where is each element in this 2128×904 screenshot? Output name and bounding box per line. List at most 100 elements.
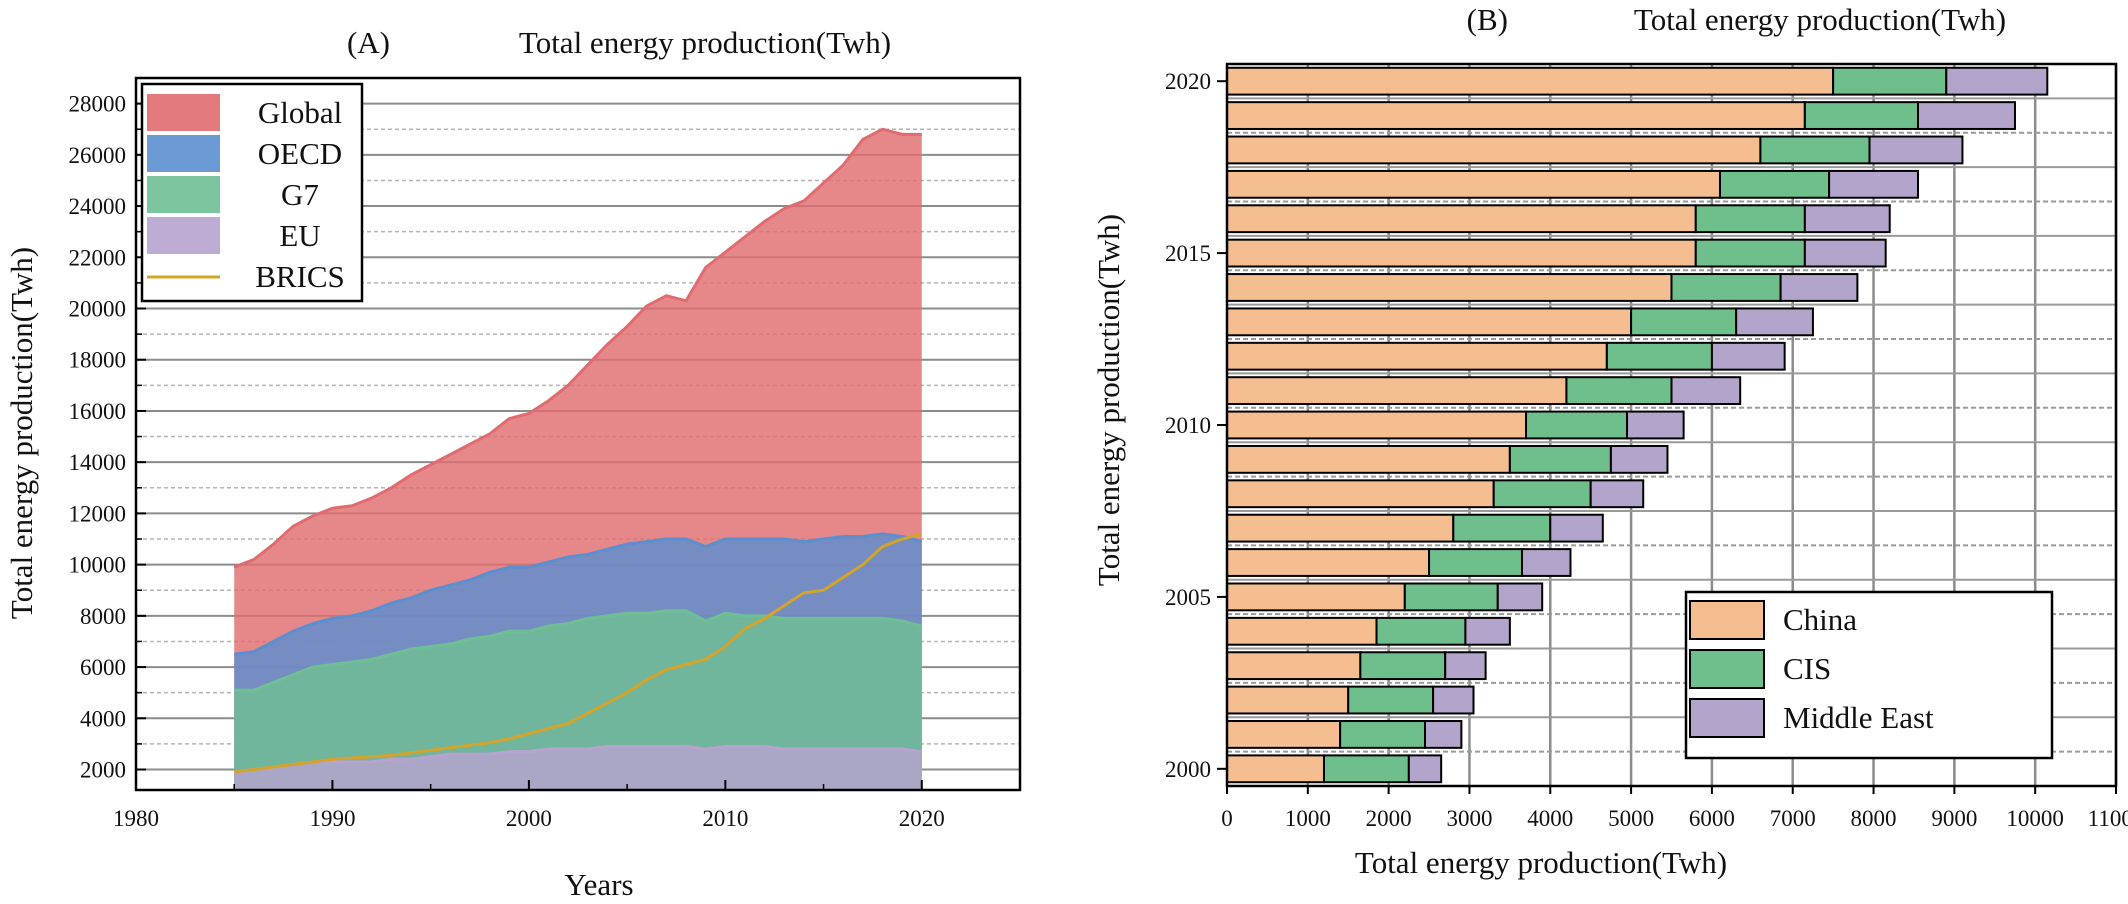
bar-china — [1226, 169, 1721, 199]
bar-middle-east — [1868, 135, 1964, 165]
bar-cis — [1347, 685, 1435, 715]
legend-label-brics: BRICS — [255, 259, 345, 294]
y-tick-label: 24000 — [69, 194, 127, 219]
y-tick-label: 18000 — [69, 348, 127, 373]
x-tick-label: 2010 — [702, 806, 748, 831]
panel-b-plot — [1226, 66, 2049, 784]
bar-middle-east — [1520, 548, 1572, 577]
bar-china — [1226, 548, 1431, 577]
panel-a-y-axis-label: Total energy production(Twh) — [4, 247, 39, 619]
bar-china — [1226, 135, 1762, 165]
bar-middle-east — [1424, 720, 1463, 749]
bar-middle-east — [1803, 204, 1891, 234]
bar-middle-east — [1626, 410, 1685, 440]
legend-label-global: Global — [258, 95, 342, 130]
y-tick-label: 16000 — [69, 399, 127, 424]
bar-middle-east — [1670, 376, 1742, 406]
panel-a-title: Total energy production(Twh) — [519, 25, 891, 60]
bar-china — [1226, 307, 1633, 337]
bar-cis — [1428, 548, 1523, 577]
legend-label-oecd: OECD — [258, 136, 342, 171]
bar-china — [1226, 479, 1495, 509]
bar-cis — [1525, 410, 1629, 440]
bar-middle-east — [1779, 273, 1859, 302]
bar-china — [1226, 204, 1697, 234]
legend-swatch-cis — [1689, 649, 1765, 689]
bar-middle-east — [1549, 513, 1604, 543]
y-tick-label: 2010 — [1165, 413, 1211, 438]
series-outline-g7 — [234, 609, 923, 692]
bar-cis — [1694, 204, 1806, 234]
x-tick-label: 10000 — [2006, 806, 2064, 831]
y-tick-label: 2000 — [80, 758, 126, 783]
bar-middle-east — [1432, 685, 1475, 715]
panel-b-x-axis-label: Total energy production(Twh) — [1355, 845, 1727, 880]
panel-b-axes: 2000 2005 2010 2015 2020 0 1000 2000 3000 4000 500… — [1165, 62, 2128, 831]
bar-cis — [1694, 238, 1806, 268]
x-tick-label: 6000 — [1689, 806, 1735, 831]
panel-a-label: (A) — [347, 25, 390, 60]
panel-a: (A) Total energy production(Twh) 2000 400… — [4, 25, 1022, 902]
bar-china — [1226, 513, 1455, 543]
bar-cis — [1508, 444, 1612, 474]
bar-cis — [1718, 169, 1831, 199]
x-tick-label: 4000 — [1527, 806, 1573, 831]
y-tick-label: 2020 — [1165, 69, 1211, 94]
bar-cis — [1605, 341, 1713, 371]
y-tick-label: 2015 — [1165, 241, 1211, 266]
legend-swatch-middle-east — [1689, 698, 1765, 738]
series-outline-global — [233, 127, 922, 569]
series-area-eu — [234, 746, 922, 790]
bar-china — [1226, 616, 1378, 646]
y-tick-label: 20000 — [69, 297, 127, 322]
bar-middle-east — [1464, 616, 1511, 646]
y-tick-label: 4000 — [80, 706, 126, 731]
bar-cis — [1339, 720, 1427, 749]
panel-a-x-axis-label: Years — [564, 867, 633, 902]
bar-cis — [1492, 479, 1592, 509]
panel-b-title: Total energy production(Twh) — [1634, 2, 2006, 37]
bar-middle-east — [1735, 307, 1814, 337]
bar-cis — [1322, 754, 1410, 784]
series-outline-eu — [234, 744, 922, 774]
panel-b-label: (B) — [1467, 2, 1508, 37]
bar-cis — [1832, 66, 1948, 96]
legend-swatch-g7 — [147, 176, 220, 213]
bar-cis — [1403, 582, 1499, 612]
bar-china — [1226, 685, 1350, 715]
bar-china — [1226, 101, 1806, 130]
bar-china — [1226, 754, 1325, 784]
x-tick-label: 2000 — [1366, 806, 1412, 831]
x-tick-label: 8000 — [1851, 806, 1897, 831]
y-tick-label: 12000 — [69, 501, 127, 526]
bar-middle-east — [1803, 238, 1887, 268]
x-tick-label: 7000 — [1770, 806, 1816, 831]
bar-cis — [1375, 616, 1467, 646]
bar-cis — [1452, 513, 1552, 543]
legend-label-cis: CIS — [1783, 651, 1831, 686]
bar-middle-east — [1609, 444, 1669, 474]
x-tick-label: 3000 — [1446, 806, 1492, 831]
bar-cis — [1359, 651, 1447, 681]
bar-china — [1226, 341, 1608, 371]
y-tick-label: 8000 — [80, 604, 126, 629]
x-tick-label: 2020 — [899, 806, 945, 831]
legend-label-g7: G7 — [281, 177, 319, 212]
panel-b-legend: China CIS Middle East — [1684, 590, 2054, 760]
x-tick-label: 5000 — [1608, 806, 1654, 831]
bar-cis — [1565, 376, 1673, 406]
bar-cis — [1803, 101, 1919, 130]
bar-middle-east — [1710, 341, 1786, 371]
x-tick-label: 1990 — [309, 806, 355, 831]
bar-cis — [1670, 273, 1782, 302]
bar-china — [1226, 651, 1362, 681]
y-tick-label: 2005 — [1165, 585, 1211, 610]
panel-a-frame — [134, 76, 1022, 792]
panel-a-axes: 2000 4000 6000 8000 10000 12000 14000 16000 1800… — [69, 76, 1022, 831]
bar-china — [1226, 720, 1342, 749]
bar-cis — [1630, 307, 1738, 337]
bar-middle-east — [1444, 651, 1487, 681]
x-tick-label: 0 — [1221, 806, 1233, 831]
bar-china — [1226, 410, 1528, 440]
